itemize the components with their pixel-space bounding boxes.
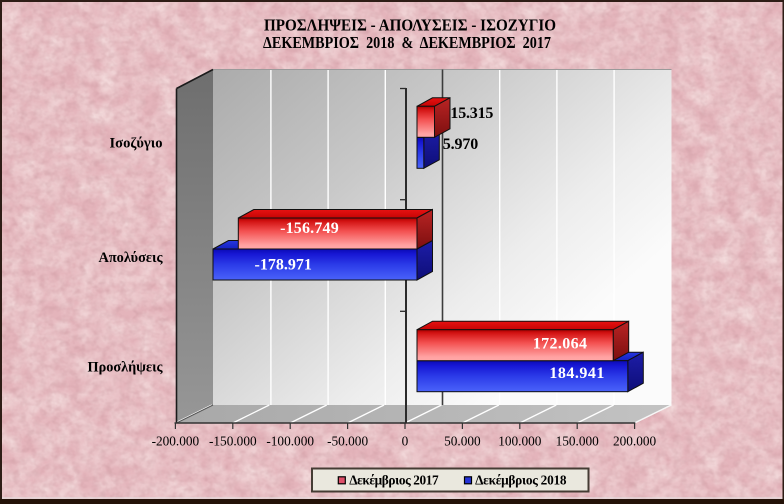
svg-text:100.000: 100.000 (498, 433, 542, 448)
svg-text:Προσλήψεις: Προσλήψεις (88, 359, 164, 375)
svg-text:Ισοζύγιο: Ισοζύγιο (110, 136, 163, 152)
svg-text:15.315: 15.315 (450, 105, 493, 122)
svg-text:-156.749: -156.749 (280, 220, 339, 237)
svg-text:Δεκέμβριος 2018: Δεκέμβριος 2018 (475, 472, 567, 487)
svg-text:50.000: 50.000 (444, 433, 481, 448)
svg-text:ΔΕΚΕΜΒΡΙΟΣ 2018 & ΔΕΚΕΜΒΡΙΟ: ΔΕΚΕΜΒΡΙΟΣ 2018 & ΔΕΚΕΜΒΡΙΟΣ 2017 (263, 33, 551, 52)
svg-text:0: 0 (402, 433, 409, 448)
svg-text:200.000: 200.000 (613, 433, 657, 448)
svg-text:-178.971: -178.971 (255, 257, 312, 274)
svg-text:-150.000: -150.000 (209, 433, 257, 448)
svg-text:Απολύσεις: Απολύσεις (99, 250, 164, 266)
svg-text:-100.000: -100.000 (266, 433, 314, 448)
svg-text:ΠΡΟΣΛΗΨΕΙΣ - ΑΠΟΛΥΣΕΙΣ - ΙΣΟΖΥ: ΠΡΟΣΛΗΨΕΙΣ - ΑΠΟΛΥΣΕΙΣ - ΙΣΟΖΥΓΙΟ (264, 16, 556, 35)
svg-text:Δεκέμβριος 2017: Δεκέμβριος 2017 (349, 472, 439, 487)
svg-text:172.064: 172.064 (533, 336, 587, 353)
svg-text:5.970: 5.970 (443, 136, 479, 153)
svg-text:150.000: 150.000 (556, 433, 600, 448)
svg-text:184.941: 184.941 (549, 365, 604, 382)
svg-text:-50.000: -50.000 (327, 433, 368, 448)
svg-text:-200.000: -200.000 (152, 433, 200, 448)
